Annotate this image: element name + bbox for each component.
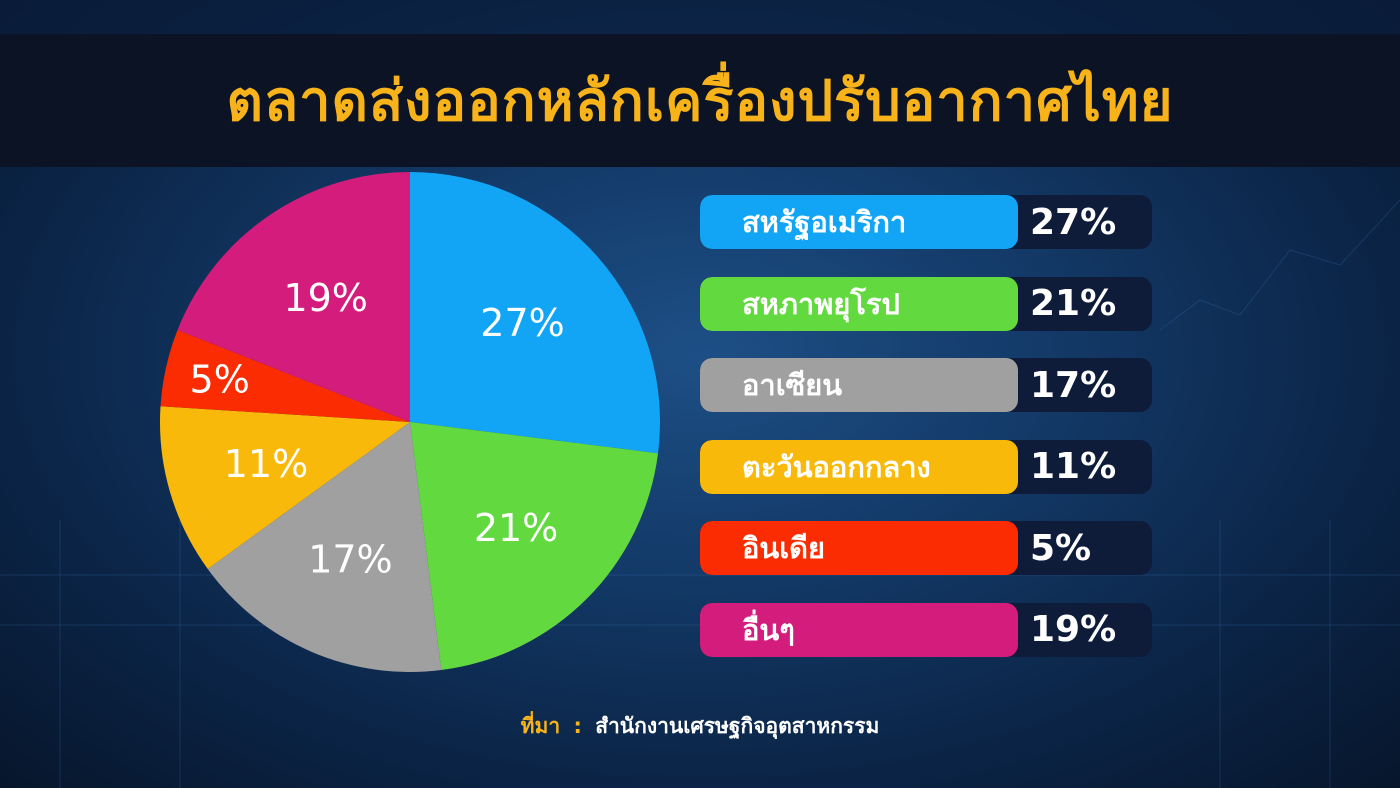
legend-swatch-5: อื่นๆ xyxy=(700,602,1018,657)
pie-data-label-5: 19% xyxy=(283,276,367,320)
pie-slice-0 xyxy=(410,172,660,454)
legend-value-0: 27% xyxy=(1030,201,1117,243)
pie-data-label-1: 21% xyxy=(474,506,558,550)
legend-swatch-4: อินเดีย xyxy=(700,521,1018,575)
pie-slice-5 xyxy=(177,172,410,422)
pie-slice-2 xyxy=(207,422,442,672)
legend-swatch-0: สหรัฐอเมริกา xyxy=(700,195,1018,249)
legend-label-1: สหภาพยุโรป xyxy=(742,286,900,321)
legend-row-0: สหรัฐอเมริกา 27% xyxy=(700,195,1152,249)
pie-data-label-3: 11% xyxy=(224,442,308,486)
legend-row-2: อาเซียน 17% xyxy=(700,358,1152,412)
legend-value-3: 11% xyxy=(1030,446,1117,487)
legend-row-4: อินเดีย 5% xyxy=(700,521,1152,575)
pie-slice-1 xyxy=(410,422,659,671)
pie-data-label-2: 17% xyxy=(308,538,392,582)
pie-data-label-0: 27% xyxy=(480,301,564,345)
pie-slice-4 xyxy=(160,329,410,422)
legend: สหรัฐอเมริกา 27% สหภาพยุโรป 21% อาเซียน 17% ตะ… xyxy=(700,195,1152,684)
legend-label-5: อื่นๆ xyxy=(742,612,795,647)
chart-title: ตลาดส่งออกหลักเครื่องปรับอากาศไทย xyxy=(226,69,1174,134)
legend-swatch-3: ตะวันออกกลาง xyxy=(700,439,1018,494)
source-text: สำนักงานเศรษฐกิจอุตสาหกรรม xyxy=(595,714,880,738)
legend-row-5: อื่นๆ 19% xyxy=(700,602,1152,657)
legend-label-2: อาเซียน xyxy=(742,368,843,402)
source-separator: : xyxy=(573,714,582,738)
source-line: ที่มา : สำนักงานเศรษฐกิจอุตสาหกรรม xyxy=(0,710,1400,743)
legend-label-4: อินเดีย xyxy=(742,531,825,565)
legend-swatch-2: อาเซียน xyxy=(700,358,1018,412)
legend-row-1: สหภาพยุโรป 21% xyxy=(700,276,1152,331)
legend-value-2: 17% xyxy=(1030,364,1117,406)
legend-value-4: 5% xyxy=(1030,527,1092,569)
legend-row-3: ตะวันออกกลาง 11% xyxy=(700,439,1152,494)
pie-slice-3 xyxy=(160,406,410,569)
legend-label-0: สหรัฐอเมริกา xyxy=(742,205,907,239)
pie-data-label-4: 5% xyxy=(190,357,250,401)
legend-swatch-1: สหภาพยุโรป xyxy=(700,276,1018,331)
pie-chart: 27% 21% 17% 11% 5% 19% xyxy=(160,172,660,672)
source-label: ที่มา xyxy=(520,714,561,738)
legend-value-5: 19% xyxy=(1030,609,1117,650)
legend-label-3: ตะวันออกกลาง xyxy=(742,449,931,484)
title-band: ตลาดส่งออกหลักเครื่องปรับอากาศไทย xyxy=(0,34,1400,167)
legend-value-1: 21% xyxy=(1030,283,1117,324)
